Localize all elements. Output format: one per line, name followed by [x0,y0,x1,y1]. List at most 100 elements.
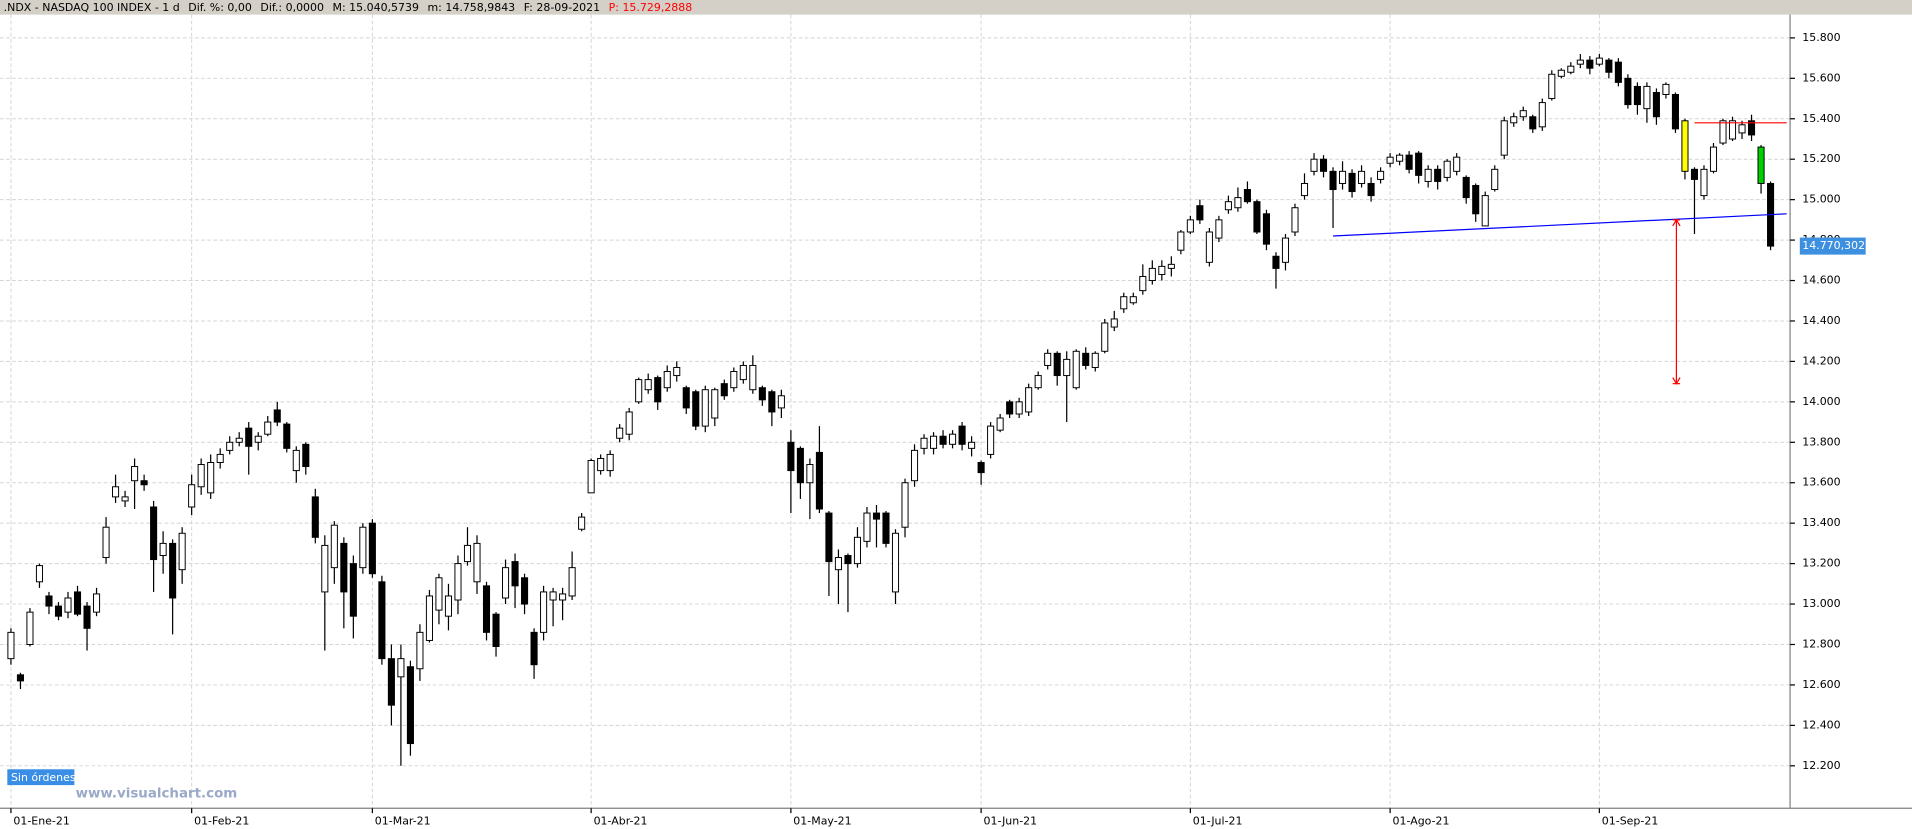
candle-body [1082,352,1090,366]
candle-body [701,389,709,427]
grid [0,14,1791,809]
candle-body [1624,77,1632,106]
candle-body [197,464,205,488]
candle-body [368,522,376,575]
measure-arrow [1672,377,1681,385]
candle-body [758,387,766,401]
candle-body [1377,170,1385,180]
last-price-box [1799,237,1866,255]
candle-body [739,364,747,381]
candle-body [435,577,443,611]
candle-body [1757,146,1765,184]
candle-body [616,427,624,439]
candle-body [663,371,671,389]
candle-body [1633,85,1641,106]
candle-body [654,377,662,403]
candle-body [635,379,643,403]
candle-body [977,462,985,474]
candle-body [1481,195,1489,227]
axes: 12.200 12.400 12.600 12.800 13.000 13.200 13.4… [10,31,1872,828]
candle-body [1462,176,1470,199]
candle-body [1281,237,1290,263]
candle-body [787,441,795,472]
candle-body [1510,116,1518,124]
candle-body [26,611,34,645]
candle-body [207,462,215,494]
candle-body [720,383,728,397]
candle-body [1491,168,1499,191]
candle-body [121,496,129,502]
candle-body [1424,168,1432,182]
candle-body [482,585,491,633]
last-price-label: 14.770,3021 [1802,239,1872,252]
candle-body [1091,352,1099,368]
x-tick-label: 01-Jul-21 [1193,815,1243,828]
candle-body [1158,265,1166,275]
candle-body [45,595,53,607]
status-box[interactable] [7,769,75,786]
candle-body [283,423,291,449]
y-tick-label: 13.200 [1802,557,1840,570]
candle-body [1576,59,1584,65]
candle-body [578,516,586,530]
candle-body [1148,267,1156,282]
watermark: www.visualchart.com [76,787,238,802]
candle-body [597,457,605,472]
candle-body [1567,65,1575,73]
candle-body [425,595,433,641]
candles [7,54,1775,766]
candle-body [1548,73,1556,100]
candle-body [644,379,652,391]
measure-arrow [1672,218,1681,227]
candle-body [1396,154,1404,162]
candle-body [1453,156,1461,172]
candle-body [292,449,300,472]
candle-body [1405,154,1413,170]
candle-body [872,512,881,520]
candle-body [1234,197,1242,209]
candle-body [1072,350,1080,389]
candle-body [549,591,557,601]
candle-body [1519,110,1527,118]
candle-body [321,544,329,593]
candle-body [1529,116,1537,130]
candle-body [625,411,633,435]
candle-body [1167,263,1175,269]
candle-body [1291,207,1299,233]
x-tick-label: 01-Jun-21 [984,815,1038,828]
candle-body [825,512,833,563]
candle-body [397,658,405,678]
candle-body [444,595,453,617]
candle-body [387,658,395,706]
candle-body [178,532,186,571]
candle-body [1186,219,1194,233]
candle-body [35,565,44,583]
candle-body [406,666,414,745]
candle-body [64,597,72,613]
status-text[interactable]: Sin órdenes [11,771,76,784]
candle-body [1272,255,1280,269]
candle-body [1700,168,1708,197]
candle-body [1224,201,1232,211]
candle-body [521,577,529,605]
candle-body [768,391,776,413]
y-tick-label: 15.200 [1802,152,1840,165]
candle-body [863,512,871,542]
candle-body [891,532,900,593]
candle-body [1386,156,1394,164]
candle-body [473,542,481,583]
candle-body [996,417,1004,431]
candle-body [302,443,310,468]
candle-body [131,466,139,482]
candle-body [1319,158,1328,172]
y-tick-label: 12.200 [1802,759,1840,772]
candle-body [930,435,938,449]
candle-body [958,425,966,445]
candle-body [1053,352,1061,377]
candle-body [216,453,224,463]
candle-body [1719,120,1727,144]
candle-body [463,544,472,563]
